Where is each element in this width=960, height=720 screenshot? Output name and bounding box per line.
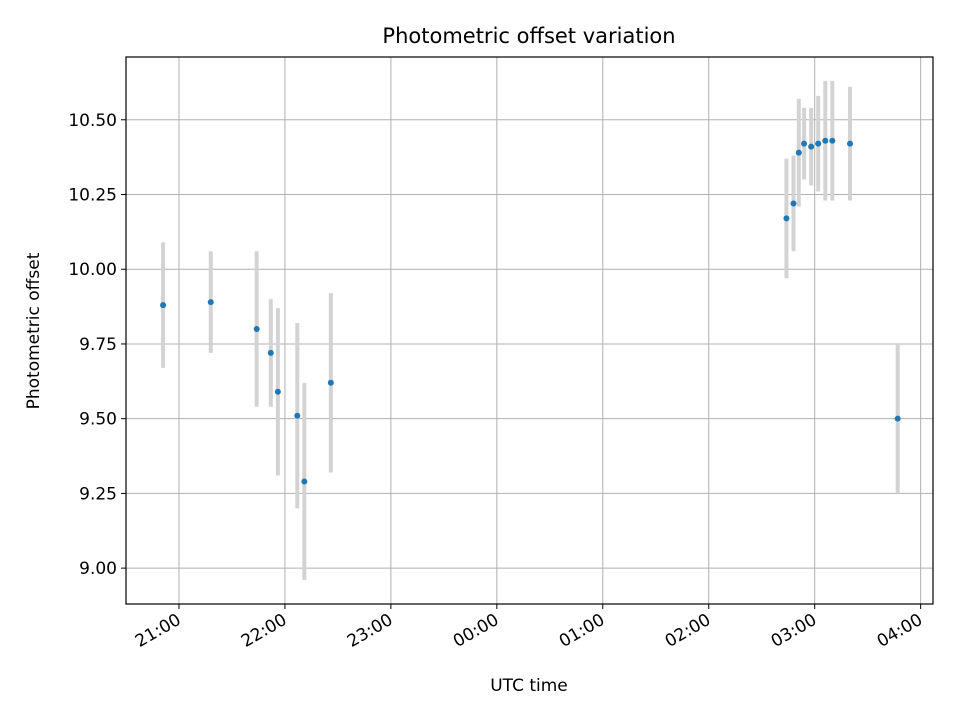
data-point [267, 349, 274, 356]
y-axis-label: Photometric offset [24, 252, 44, 409]
data-point [253, 326, 260, 333]
data-point [829, 137, 836, 144]
chart-title: Photometric offset variation [382, 24, 675, 48]
data-point [801, 140, 808, 147]
x-axis-label: UTC time [490, 676, 568, 696]
y-tick-label: 9.75 [79, 335, 117, 355]
y-tick-label: 10.25 [68, 185, 117, 205]
data-point [274, 388, 281, 395]
y-tick-label: 10.50 [68, 111, 117, 131]
data-point [822, 137, 829, 144]
data-point [790, 200, 797, 207]
y-tick-label: 9.00 [79, 559, 117, 579]
y-tick-label: 9.25 [79, 484, 117, 504]
data-point [301, 478, 308, 485]
y-tick-label: 10.00 [68, 260, 117, 280]
data-point [847, 140, 854, 147]
data-point [207, 299, 214, 306]
data-points [160, 137, 901, 485]
data-point [327, 379, 334, 386]
data-point [160, 302, 167, 309]
data-point [294, 412, 301, 419]
plot-frame [125, 56, 934, 605]
data-point [894, 415, 901, 422]
data-point [808, 143, 815, 150]
y-axis: 9.00 9.25 9.50 9.75 10.00 10.25 10.50 [68, 111, 126, 579]
data-point [783, 215, 790, 222]
data-point [795, 149, 802, 156]
data-point [815, 140, 822, 147]
y-tick-label: 9.50 [79, 410, 117, 430]
